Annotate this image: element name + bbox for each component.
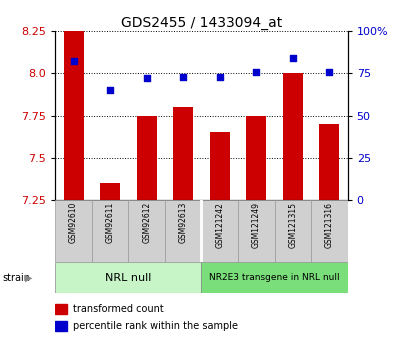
Bar: [210, 132, 230, 200]
Point: [290, 55, 296, 61]
Bar: [238, 200, 275, 262]
Point: [216, 74, 223, 79]
Point: [180, 74, 186, 79]
Text: GSM121315: GSM121315: [288, 202, 297, 248]
Bar: [55, 262, 201, 293]
Bar: [165, 200, 201, 262]
Title: GDS2455 / 1433094_at: GDS2455 / 1433094_at: [121, 16, 282, 30]
Bar: [55, 304, 67, 314]
Text: GSM121242: GSM121242: [215, 202, 224, 248]
Text: GSM121249: GSM121249: [252, 202, 261, 248]
Point: [107, 87, 113, 93]
Bar: [55, 321, 67, 331]
Text: NRL null: NRL null: [105, 273, 152, 283]
Bar: [100, 183, 120, 200]
Bar: [137, 116, 157, 200]
Text: strain: strain: [2, 273, 30, 283]
Text: GSM121316: GSM121316: [325, 202, 334, 248]
Point: [253, 69, 260, 75]
Text: GSM92612: GSM92612: [142, 202, 151, 243]
Bar: [311, 200, 348, 262]
Point: [143, 76, 150, 81]
Text: ▶: ▶: [24, 273, 32, 283]
Text: transformed count: transformed count: [73, 304, 164, 314]
Text: GSM92613: GSM92613: [179, 202, 188, 243]
Bar: [319, 124, 339, 200]
Text: percentile rank within the sample: percentile rank within the sample: [73, 321, 238, 331]
Bar: [64, 31, 84, 200]
Point: [70, 59, 77, 64]
Bar: [92, 200, 128, 262]
Bar: [128, 200, 165, 262]
Bar: [283, 73, 303, 200]
Bar: [275, 200, 311, 262]
Text: GSM92611: GSM92611: [105, 202, 115, 243]
Point: [326, 69, 333, 75]
Text: GSM92610: GSM92610: [69, 202, 78, 243]
Bar: [55, 200, 92, 262]
Text: NR2E3 transgene in NRL null: NR2E3 transgene in NRL null: [209, 273, 340, 282]
Bar: [201, 200, 238, 262]
Bar: [173, 107, 193, 200]
Bar: [246, 116, 266, 200]
Bar: [201, 262, 348, 293]
